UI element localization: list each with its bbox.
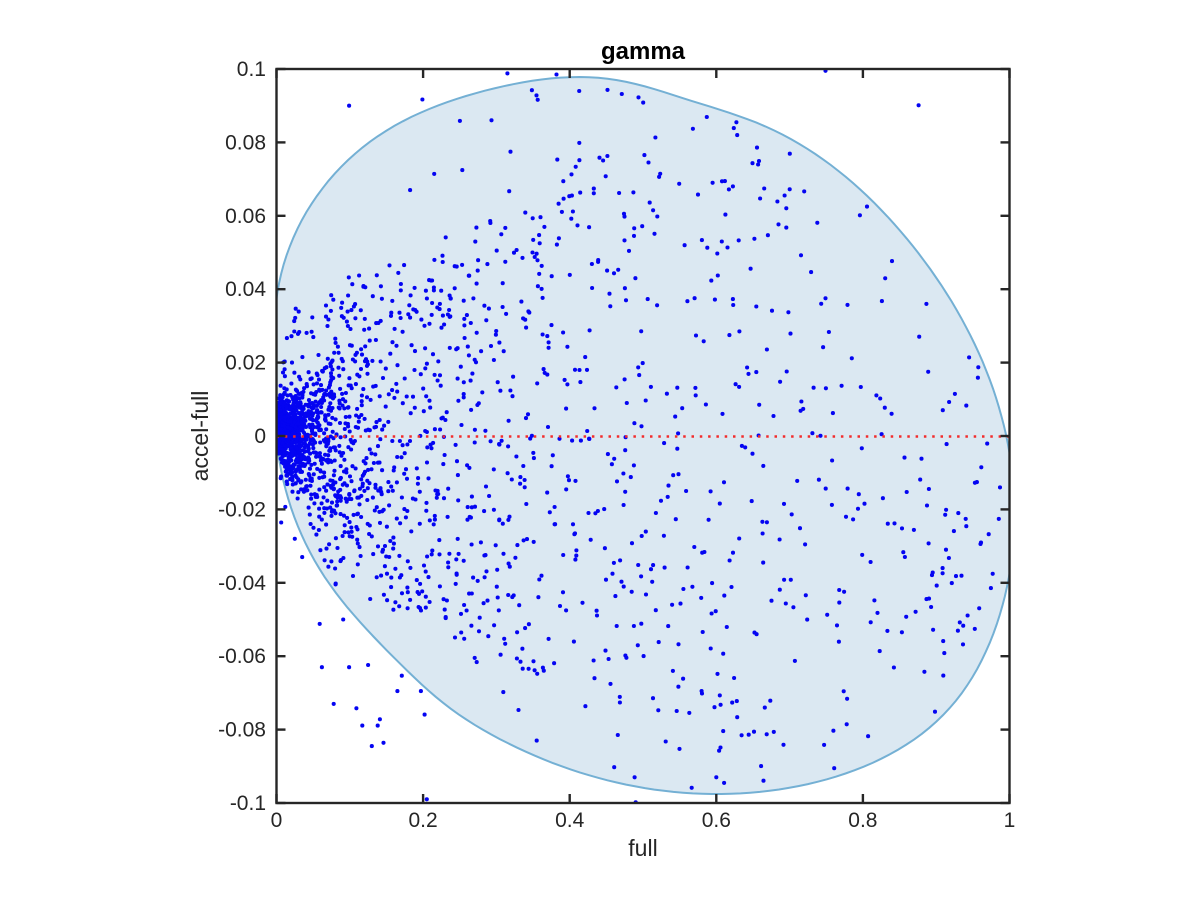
svg-text:0: 0 bbox=[254, 425, 266, 448]
svg-text:0.04: 0.04 bbox=[225, 278, 266, 301]
svg-text:-0.04: -0.04 bbox=[218, 572, 266, 595]
svg-text:0.08: 0.08 bbox=[225, 131, 266, 154]
svg-text:0.6: 0.6 bbox=[702, 809, 731, 832]
svg-text:0.06: 0.06 bbox=[225, 205, 266, 228]
svg-text:full: full bbox=[628, 835, 657, 861]
svg-text:0.4: 0.4 bbox=[555, 809, 585, 832]
svg-text:1: 1 bbox=[1004, 809, 1016, 832]
svg-text:0.8: 0.8 bbox=[848, 809, 877, 832]
svg-text:0: 0 bbox=[271, 809, 283, 832]
svg-text:0.2: 0.2 bbox=[408, 809, 437, 832]
svg-text:0.02: 0.02 bbox=[225, 352, 266, 375]
svg-text:-0.02: -0.02 bbox=[218, 498, 266, 521]
svg-text:gamma: gamma bbox=[601, 38, 686, 65]
svg-text:accel-full: accel-full bbox=[187, 391, 213, 482]
svg-text:0.1: 0.1 bbox=[237, 58, 266, 81]
svg-text:-0.1: -0.1 bbox=[230, 792, 266, 815]
svg-text:-0.08: -0.08 bbox=[218, 719, 266, 742]
svg-text:-0.06: -0.06 bbox=[218, 645, 266, 668]
